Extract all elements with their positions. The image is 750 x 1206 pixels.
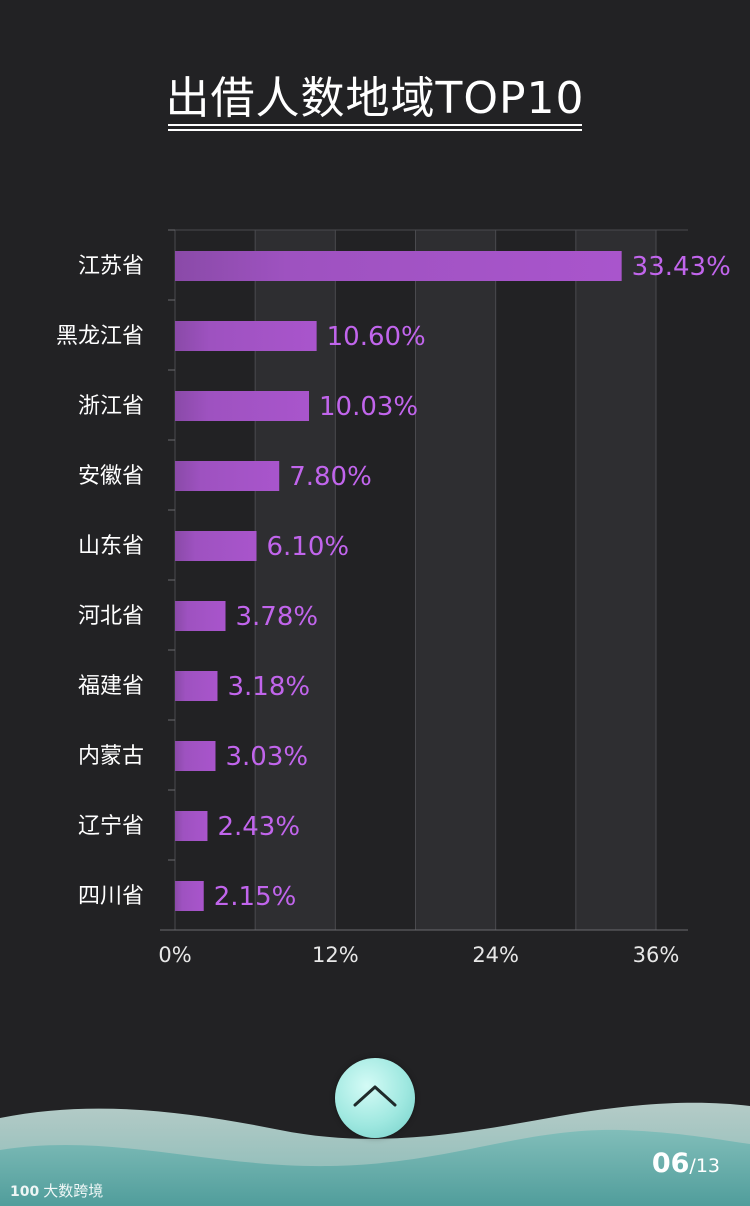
bar [175, 531, 257, 561]
brand-logo: 100 大数跨境 [10, 1180, 103, 1201]
grid-band [415, 230, 496, 930]
value-label: 6.10% [267, 532, 350, 562]
value-label: 10.03% [319, 392, 418, 422]
bar [175, 251, 622, 281]
scroll-up-button[interactable] [335, 1058, 415, 1138]
value-label: 2.43% [217, 812, 300, 842]
category-label: 黑龙江省 [56, 324, 144, 349]
page-total: 13 [695, 1155, 720, 1177]
bar [175, 671, 218, 701]
decorative-wave [0, 1102, 750, 1206]
category-label: 辽宁省 [78, 814, 144, 839]
page-title: 出借人数地域TOP10 [165, 73, 585, 124]
bar [175, 461, 280, 491]
bar [175, 321, 317, 351]
bar [175, 741, 216, 771]
category-label: 内蒙古 [78, 744, 144, 769]
category-label: 安徽省 [78, 464, 144, 489]
category-label: 浙江省 [78, 394, 144, 419]
value-label: 10.60% [327, 322, 426, 352]
value-label: 2.15% [214, 882, 297, 912]
bar-chart: 江苏省 33.43% 黑龙江省 10.60% 浙江省 10.03% 安徽省 7.80% 山东省 6… [56, 229, 731, 967]
title-underline-bottom [168, 129, 582, 131]
grid-band [575, 230, 656, 930]
brand-mark: 100 [10, 1184, 40, 1200]
value-label: 7.80% [289, 462, 372, 492]
x-tick-label: 24% [472, 943, 519, 967]
category-label: 四川省 [78, 884, 144, 909]
brand-name: 大数跨境 [43, 1182, 104, 1200]
page-indicator: 06/13 [652, 1148, 720, 1179]
category-label: 河北省 [78, 604, 144, 629]
category-label: 福建省 [78, 674, 144, 699]
x-tick-label: 12% [312, 943, 359, 967]
x-tick-label: 0% [158, 943, 191, 967]
value-label: 3.78% [236, 602, 319, 632]
bar [175, 881, 204, 911]
value-label: 3.03% [225, 742, 308, 772]
value-label: 33.43% [632, 252, 731, 282]
page-separator: / [689, 1155, 696, 1177]
value-label: 3.18% [227, 672, 310, 702]
page-current: 06 [651, 1148, 690, 1179]
bar [175, 391, 310, 421]
category-label: 江苏省 [78, 254, 144, 279]
bar [175, 601, 226, 631]
x-tick-label: 36% [633, 943, 680, 967]
title-underline-top [168, 124, 582, 126]
title-underline [168, 124, 582, 134]
category-label: 山东省 [78, 534, 144, 559]
bar [175, 811, 208, 841]
chevron-up-icon [353, 1085, 397, 1107]
